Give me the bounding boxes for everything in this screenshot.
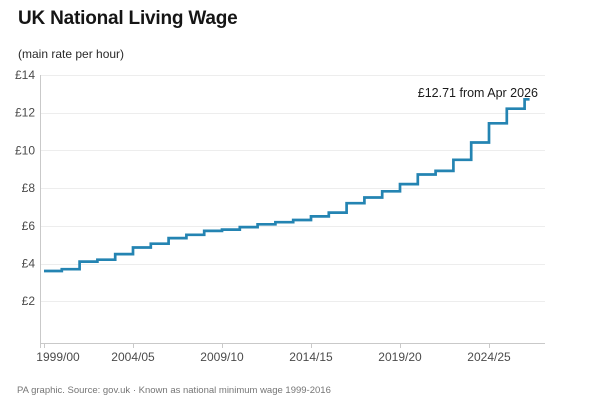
x-axis-tick-label: 2024/25 — [467, 350, 511, 364]
wage-step-line — [44, 97, 530, 273]
x-axis-tick-label: 1999/00 — [36, 350, 80, 364]
chart-subtitle: (main rate per hour) — [18, 47, 125, 61]
y-axis-tick-label: £14 — [15, 68, 35, 82]
source-note: PA graphic. Source: gov.uk · Known as na… — [17, 385, 331, 396]
y-axis-tick-label: £8 — [22, 181, 36, 195]
x-axis-tick-label: 2014/15 — [289, 350, 333, 364]
y-axis-tick-label: £12 — [15, 106, 35, 120]
x-axis-tick-label: 2019/20 — [378, 350, 422, 364]
latest-rate-annotation: £12.71 from Apr 2026 — [418, 86, 538, 100]
y-axis-tick-label: £10 — [15, 143, 35, 157]
chart-title: UK National Living Wage — [18, 8, 238, 29]
y-axis-tick-label: £2 — [22, 294, 36, 308]
y-axis-tick-label: £4 — [22, 257, 36, 271]
x-axis-tick-label: 2004/05 — [111, 350, 155, 364]
y-axis-tick-label: £6 — [22, 219, 36, 233]
x-axis-tick-label: 2009/10 — [200, 350, 244, 364]
